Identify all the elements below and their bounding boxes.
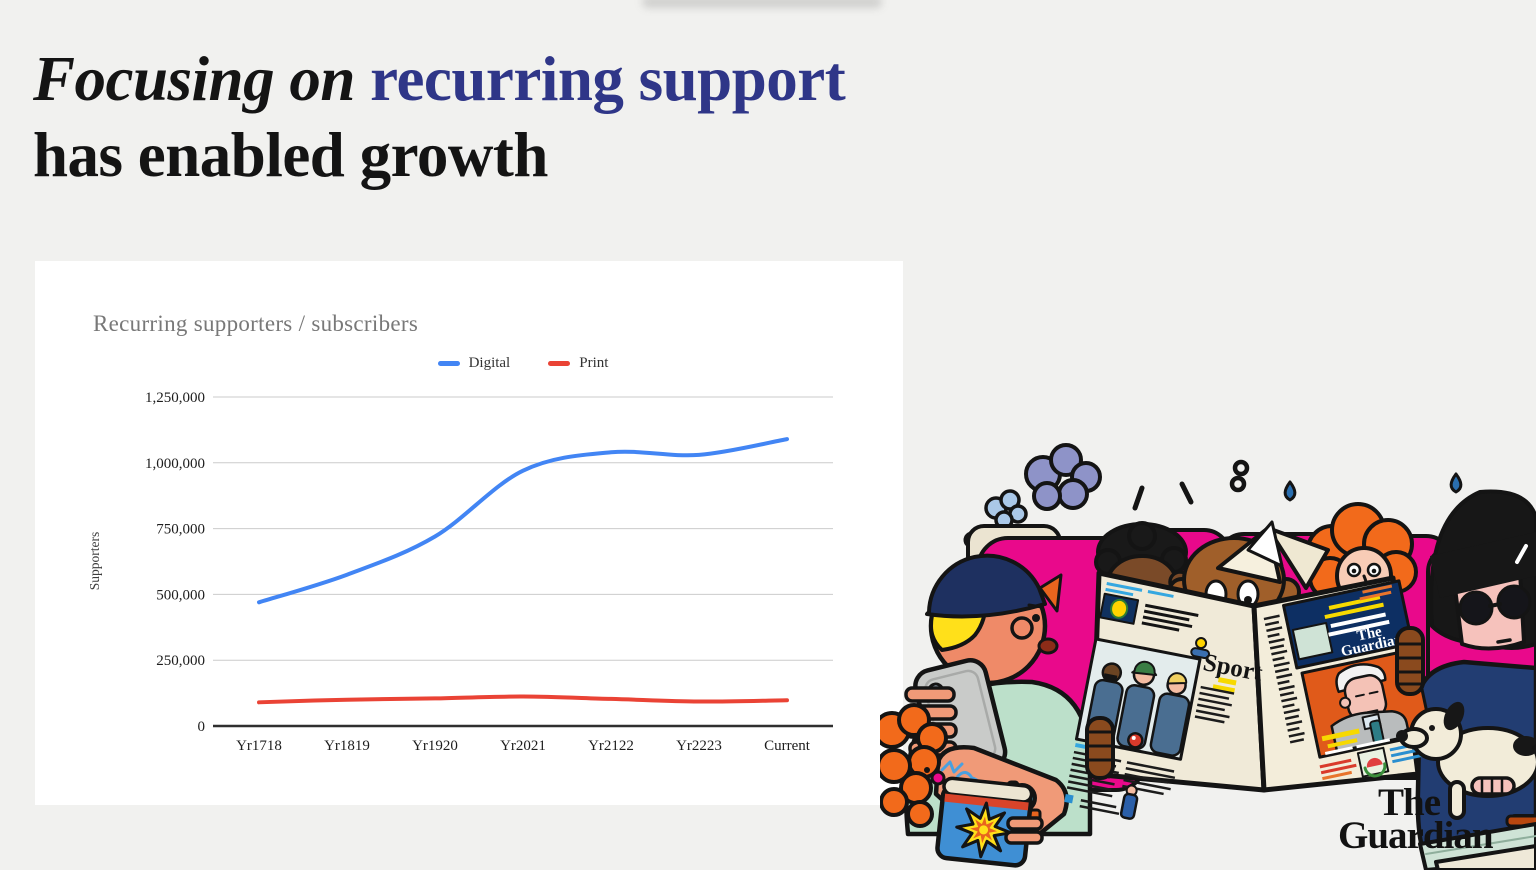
x-tick-label: Yr2223: [676, 738, 722, 754]
chart-title: Recurring supporters / subscribers: [93, 311, 419, 336]
cyclist-icon: [1195, 637, 1208, 650]
print-legend-swatch: [548, 361, 571, 366]
white-dog: [1396, 701, 1536, 820]
guardian-logo: The Guardian: [1338, 781, 1524, 857]
passenger-cap: [880, 553, 1093, 868]
x-tick-label: Yr2021: [500, 738, 546, 754]
newspaper-masthead-line1: The: [1355, 624, 1383, 645]
y-tick-label: 1,000,000: [145, 456, 205, 472]
books-stack: [1418, 822, 1536, 870]
double-dot-icon: [1229, 459, 1250, 493]
series-line-digital: [257, 437, 789, 605]
sparkle-dashes-icon: [1132, 481, 1194, 511]
readers-illustration: Sport: [880, 443, 1536, 870]
legend-item-digital: Digital: [437, 355, 511, 372]
print-legend-label: Print: [579, 355, 609, 371]
y-tick-label: 0: [198, 719, 206, 735]
digital-legend-swatch: [437, 361, 460, 366]
gripping-hands: [1085, 626, 1425, 780]
supporters-line-chart: 0 250,000 500,000 750,000 1,000,000 1,250,000…: [87, 390, 833, 754]
newspaper: Sport: [1064, 520, 1434, 820]
slide-title: Focusing on recurring support has enable…: [33, 42, 846, 193]
guardian-logo-line1: The: [1378, 781, 1441, 824]
front-page: The Guardian: [1263, 579, 1434, 781]
y-axis-title: Supporters: [87, 532, 102, 591]
thought-cloud-icon: [1024, 443, 1102, 511]
x-tick-label: Current: [764, 738, 811, 754]
chart-card: Recurring supporters / subscribers Digit…: [35, 261, 903, 805]
cricketer-icon: [1119, 792, 1139, 820]
x-tick-label: Yr1920: [412, 738, 458, 754]
slide-title-line2: has enabled growth: [33, 119, 548, 190]
y-tick-label: 750,000: [156, 522, 205, 538]
y-tick-label: 1,250,000: [145, 390, 205, 406]
legend-item-print: Print: [548, 355, 608, 372]
orange-poodle: [880, 703, 948, 828]
x-tick-label: Yr1819: [324, 738, 370, 754]
slide-title-italic: Focusing on: [33, 44, 355, 114]
slide-title-accent: recurring support: [370, 44, 846, 114]
cap: [925, 553, 1047, 619]
guardian-logo-line2: Guardian: [1338, 813, 1494, 857]
drink-can: [935, 776, 1034, 868]
y-tick-label: 500,000: [156, 587, 205, 603]
x-tick-label: Yr2122: [588, 738, 634, 754]
top-edge-shadow: [642, 0, 882, 8]
digital-legend-label: Digital: [468, 355, 511, 371]
x-tick-label: Yr1718: [236, 738, 282, 754]
y-tick-label: 250,000: [156, 653, 205, 669]
thought-cloud-small-icon: [984, 489, 1028, 530]
hand-on-can: [1004, 816, 1044, 845]
series-line-print: [257, 694, 789, 705]
chart-legend: Digital Print: [213, 355, 833, 372]
